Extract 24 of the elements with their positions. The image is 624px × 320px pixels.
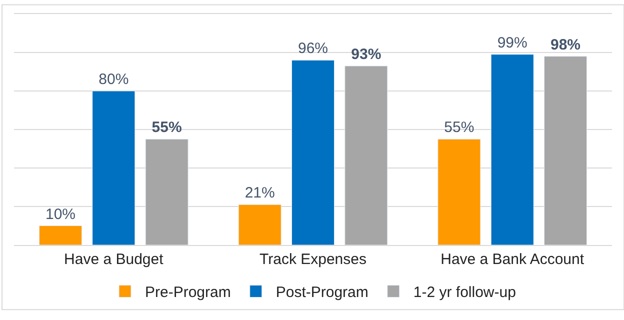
legend-label: Pre-Program bbox=[145, 284, 231, 302]
data-label: 21% bbox=[244, 184, 275, 202]
data-label: 96% bbox=[298, 40, 328, 58]
legend-label: 1-2 yr follow-up bbox=[413, 284, 516, 302]
bar bbox=[344, 66, 388, 245]
data-label: 93% bbox=[351, 46, 382, 63]
data-label: 55% bbox=[152, 119, 182, 136]
bar bbox=[39, 226, 82, 245]
x-tick-label: Have a Bank Account bbox=[440, 251, 585, 268]
data-label: 55% bbox=[444, 119, 474, 136]
data-label: 99% bbox=[497, 34, 528, 52]
bar bbox=[490, 54, 534, 245]
bar bbox=[291, 60, 335, 245]
x-tick-label: Have a Budget bbox=[64, 251, 164, 268]
data-label: 10% bbox=[45, 206, 76, 223]
bar bbox=[92, 90, 136, 245]
legend-label: Post-Program bbox=[276, 284, 368, 302]
data-label: 98% bbox=[550, 36, 581, 54]
x-tick-label: Track Expenses bbox=[260, 251, 366, 268]
bar bbox=[544, 56, 587, 245]
bar bbox=[438, 138, 481, 245]
bar bbox=[238, 204, 282, 245]
bar bbox=[145, 138, 188, 245]
data-label: 80% bbox=[98, 71, 129, 88]
